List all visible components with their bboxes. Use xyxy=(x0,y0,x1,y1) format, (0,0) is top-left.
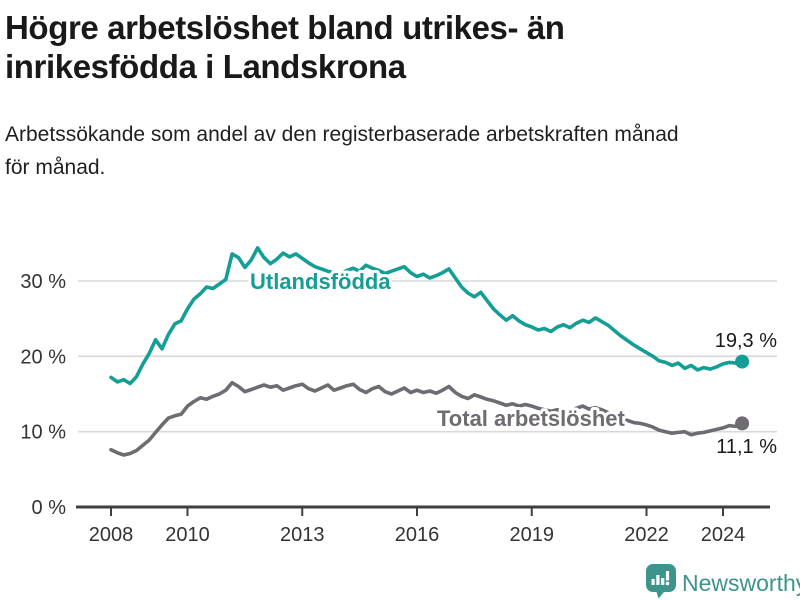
brand-footer: Newsworthy xyxy=(646,564,800,599)
series-dot-0 xyxy=(735,354,750,369)
series-label-1: Total arbetslöshet xyxy=(437,406,626,431)
y-tick-20: 20 % xyxy=(20,346,66,368)
bar-chart-bubble-icon xyxy=(646,564,676,599)
x-axis: 2008 2010 2013 2016 2019 2022 2024 xyxy=(76,505,770,546)
subtitle-line-2: för månad. xyxy=(5,156,106,179)
chart-title: Högre arbetslöshet bland utrikes- än inr… xyxy=(5,8,705,86)
y-tick-0: 0 % xyxy=(32,497,67,519)
title-line-1: Högre arbetslöshet bland utrikes- än xyxy=(5,9,565,46)
gridlines xyxy=(78,280,777,433)
logo-bars xyxy=(651,571,670,586)
end-value-label-0: 19,3 % xyxy=(715,330,777,352)
x-tick-2019: 2019 xyxy=(510,524,555,546)
series-dot-1 xyxy=(735,416,750,431)
y-tick-30: 30 % xyxy=(20,271,66,293)
x-tick-2010: 2010 xyxy=(165,524,210,546)
end-value-label-1: 11,1 % xyxy=(716,436,777,458)
x-tick-2022: 2022 xyxy=(624,524,669,546)
series-label-0: Utlandsfödda xyxy=(250,269,391,294)
x-axis-ticks xyxy=(110,507,724,516)
y-tick-10: 10 % xyxy=(20,422,66,444)
chart-subtitle: Arbetssökande som andel av den registerb… xyxy=(5,118,785,184)
y-axis-labels: 0 % 10 % 20 % 30 % xyxy=(20,271,66,519)
x-tick-2013: 2013 xyxy=(280,524,325,546)
logo-bubble xyxy=(646,564,676,599)
x-tick-2016: 2016 xyxy=(395,524,440,546)
series-line-1 xyxy=(109,380,744,457)
x-tick-2024: 2024 xyxy=(701,524,746,546)
series-line-0 xyxy=(109,246,744,386)
title-line-2: inrikesfödda i Landskrona xyxy=(5,48,406,85)
brand-name: Newsworthy xyxy=(682,570,800,596)
x-tick-2008: 2008 xyxy=(89,524,134,546)
x-axis-labels: 2008 2010 2013 2016 2019 2022 2024 xyxy=(89,524,746,546)
subtitle-line-1: Arbetssökande som andel av den registerb… xyxy=(5,123,679,146)
